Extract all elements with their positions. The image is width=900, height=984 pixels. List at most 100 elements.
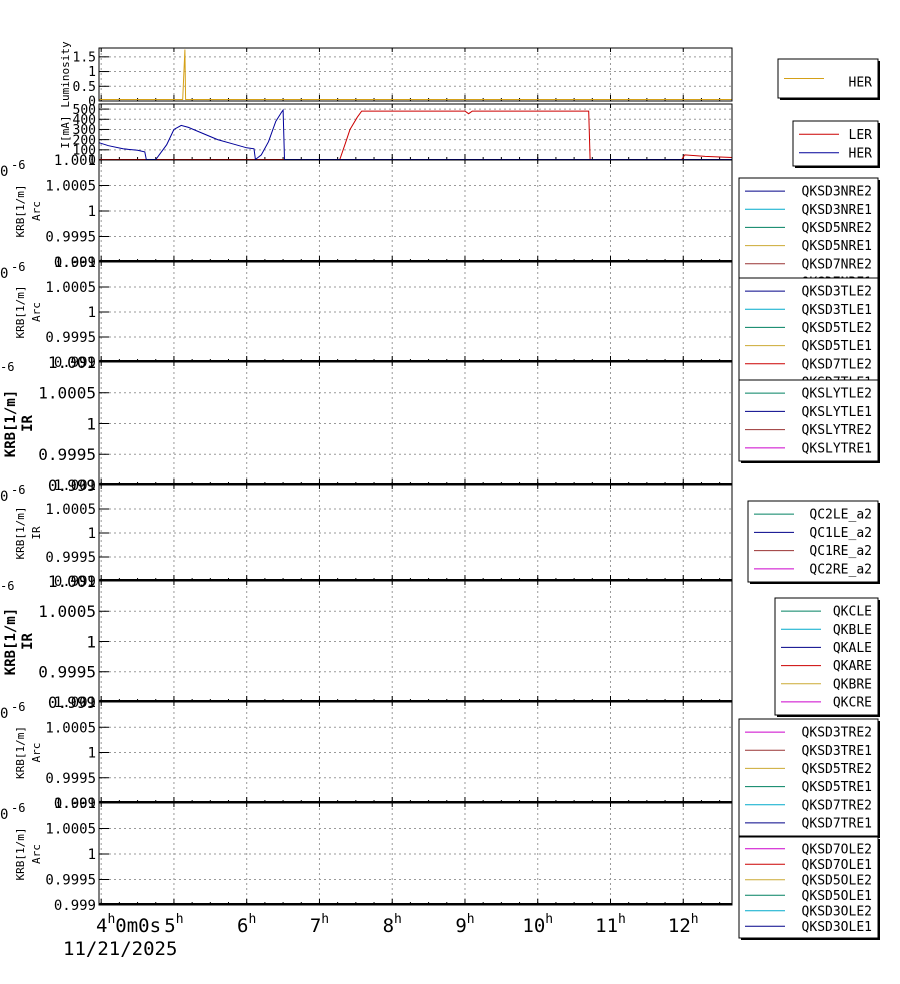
legend-label: QKSLYTLE2 (802, 387, 872, 402)
legend-label: QKSD5NRE2 (802, 221, 872, 236)
exponent-power: -6 (0, 579, 14, 593)
exponent-power: -6 (11, 801, 25, 815)
legend-box (738, 718, 879, 837)
y-tick-label: 0.999 (54, 796, 96, 812)
y-tick-label: 1.0005 (45, 502, 96, 518)
legend-label: QKSD5TRE2 (802, 762, 872, 777)
panel-2: 1.001 1.0005 1 0.9995 0.999 KRB[1/m] Arc 0 -6 QKS… (0, 153, 880, 297)
legend-label: QKSLYTRE2 (802, 423, 872, 438)
x-tick-label: 10h (522, 912, 553, 937)
y-tick-label: 200 (73, 133, 96, 148)
legend-label: QKALE (833, 641, 872, 656)
series-her-line (98, 108, 732, 161)
y-tick-label: 1.0005 (45, 280, 96, 296)
panel-4: 1.001 1.0005 1 0.9995 0.999 KRB[1/m] IR -6 QKSLY… (0, 353, 880, 495)
legend-label: QKSD3OLE2 (802, 904, 872, 919)
legend-label: QC1RE_a2 (809, 544, 872, 559)
y-tick-label: 400 (73, 113, 96, 128)
y-tick-label: 1.001 (48, 353, 96, 372)
y-axis-label-2: IR (30, 526, 43, 540)
legend-box (774, 597, 879, 716)
y-tick-label: 1 (86, 632, 96, 651)
legend-label: QKSD5OLE2 (802, 873, 872, 888)
y-tick-label: 0.999 (54, 255, 96, 271)
legend-4: QKSLYTLE2 QKSLYTLE1 QKSLYTRE2 QKSLYTRE1 (738, 379, 880, 463)
legend-label: QKSD5TLE2 (802, 321, 872, 336)
y-tick-label: 1 (88, 204, 96, 220)
y-tick-label: 1.0005 (38, 602, 96, 621)
x-tick-label: 5h (164, 912, 183, 937)
legend-5: QC2LE_a2 QC1LE_a2 QC1RE_a2 QC2RE_a2 (747, 500, 880, 584)
x-tick-label: 9h (455, 912, 474, 937)
y-tick-label: 0.999 (54, 898, 96, 914)
legend-7: QKSD3TRE2 QKSD3TRE1 QKSD5TRE2 QKSD5TRE1 QKSD… (738, 718, 880, 838)
legend-label: QKSD3TLE1 (802, 303, 872, 318)
y-tick-label: 1 (88, 847, 96, 863)
y-axis-label-2: Arc (30, 743, 43, 763)
legend-label: QKSLYTRE1 (802, 441, 872, 456)
y-tick-label: 0.9995 (45, 230, 96, 246)
legend-label: QKBLE (833, 623, 872, 638)
y-tick-label: 1.0005 (45, 720, 96, 736)
y-tick-label: 0.9995 (45, 550, 96, 566)
legend-label: QKSD5NRE1 (802, 239, 872, 254)
legend-label: QKCLE (833, 605, 872, 620)
legend-label: QKSD7NRE2 (802, 257, 872, 272)
y-tick-label: 1 (88, 526, 96, 542)
exponent-base: 0 (0, 489, 8, 505)
exponent-power: -6 (11, 700, 25, 714)
legend-label: QKSD3TRE2 (802, 726, 872, 741)
legend-1: LER HER (792, 120, 880, 168)
y-tick-label: 0 (88, 154, 96, 169)
exponent-power: -6 (0, 360, 14, 374)
y-axis-label: KRB[1/m] (14, 726, 27, 779)
y-tick-label: 0.9995 (38, 663, 96, 682)
y-tick-label: 0.999 (54, 355, 96, 371)
exponent-power: -6 (11, 158, 25, 172)
y-axis-label-2: Arc (30, 302, 43, 322)
legend-box (738, 177, 879, 296)
exponent-power: -6 (11, 483, 25, 497)
y-axis-label: I[mA] (59, 115, 72, 148)
y-tick-label: 0.999 (48, 476, 96, 495)
legend-label: QKCRE (833, 695, 872, 710)
x-tick-label: 12h (668, 912, 699, 937)
legend-label: QKSD3NRE2 (802, 185, 872, 200)
y-axis-label: KRB[1/m] (14, 185, 27, 238)
panel-frame (98, 802, 733, 906)
y-axis-label: KRB[1/m] (3, 390, 19, 457)
legend-label: HER (849, 76, 873, 91)
legend-label: QKARE (833, 659, 872, 674)
date-label: 11/21/2025 (63, 938, 178, 960)
y-tick-label: 500 (73, 103, 96, 118)
y-tick-label: 1 (88, 305, 96, 321)
legend-label: QKSD7TLE2 (802, 357, 872, 372)
y-axis-label: KRB[1/m] (3, 608, 19, 675)
legend-label: QKSD5TRE1 (802, 780, 872, 795)
y-tick-label: 0.5 (73, 80, 96, 95)
legend-box (738, 836, 879, 939)
y-axis-label-2: Arc (30, 201, 43, 221)
exponent-power: -6 (11, 260, 25, 274)
y-tick-label: 1.001 (48, 572, 96, 591)
exponent-base: 0 (0, 807, 8, 823)
panel-8: 1.001 1.0005 1 0.9995 0.999 KRB[1/m] Arc 0 -6 QKS… (0, 796, 880, 940)
y-axis-label: KRB[1/m] (14, 828, 27, 881)
legend-label: QKSD3TRE1 (802, 744, 872, 759)
legend-label: QKSD3TLE2 (802, 285, 872, 300)
y-tick-label: 1 (88, 746, 96, 762)
y-tick-label: 1.0005 (38, 384, 96, 403)
legend-label: QKSD7OLE2 (802, 842, 872, 857)
legend-label: QKBRE (833, 677, 872, 692)
legend-box (738, 277, 879, 396)
legend-label: QC2RE_a2 (809, 562, 872, 577)
panel-frame (98, 103, 733, 161)
y-tick-label: 0.9995 (38, 445, 96, 464)
legend-8: QKSD7OLE2QKSD7OLE1QKSD5OLE2QKSD5OLE1QKSD… (738, 836, 880, 940)
legend-label: QC1LE_a2 (809, 526, 872, 541)
y-tick-label: 1.001 (54, 255, 96, 271)
legend-label: QKSD5TLE1 (802, 339, 872, 354)
y-tick-label: 0.999 (54, 574, 96, 590)
